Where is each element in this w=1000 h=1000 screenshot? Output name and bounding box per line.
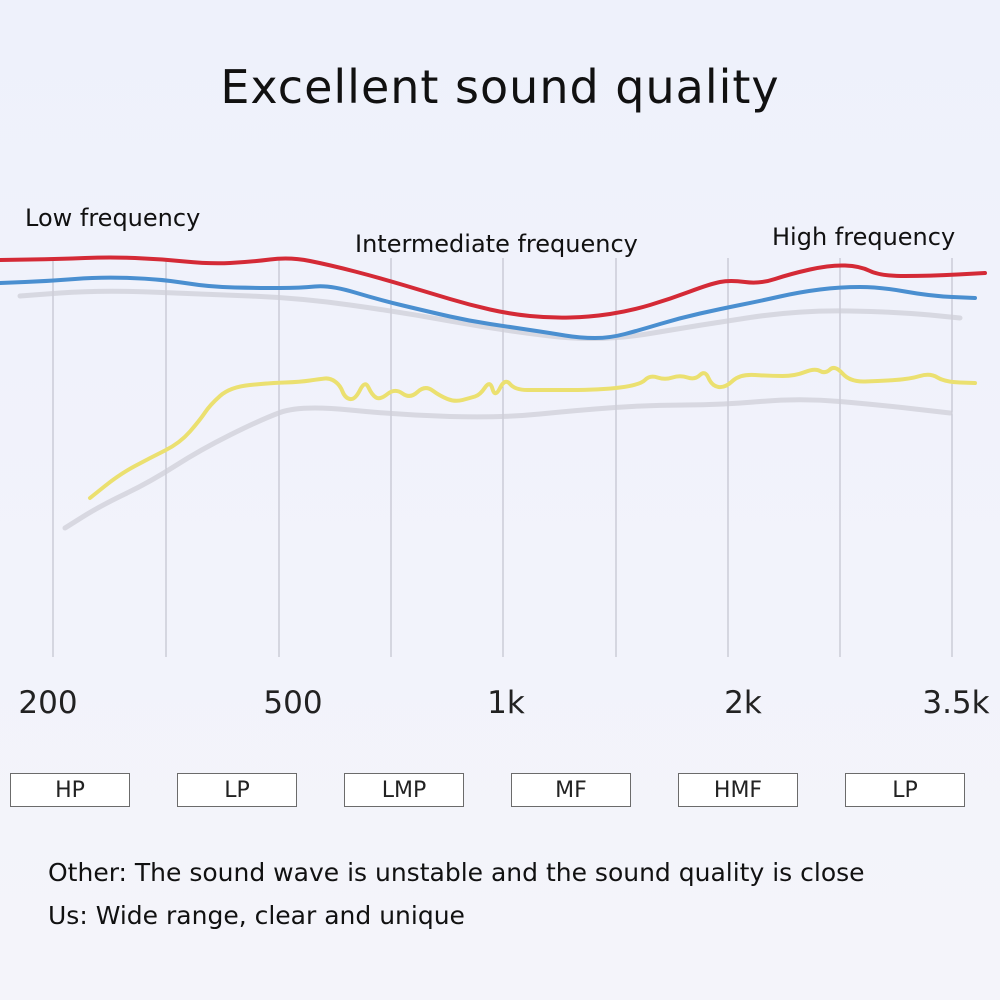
band-lmp: LMP	[344, 773, 464, 807]
chart-title: Excellent sound quality	[220, 60, 780, 114]
band-row: HP LP LMP MF HMF LP	[10, 773, 966, 809]
series-line-gray-4	[62, 397, 953, 531]
region-label-intermediate: Intermediate frequency	[355, 230, 638, 258]
grid-lines	[52, 258, 953, 657]
series-line-red-0	[0, 255, 987, 320]
series-line-gray-3	[17, 288, 963, 341]
region-label-low: Low frequency	[25, 204, 200, 232]
x-tick-2k: 2k	[724, 685, 762, 721]
band-lp-2: LP	[845, 773, 965, 807]
region-label-high: High frequency	[772, 223, 955, 251]
x-tick-500: 500	[263, 685, 322, 721]
frequency-chart: Low frequency Intermediate frequency Hig…	[0, 204, 990, 721]
band-lp: LP	[177, 773, 297, 807]
x-tick-3-5k: 3.5k	[922, 685, 989, 721]
x-tick-200: 200	[18, 685, 77, 721]
series-line-blue-1	[0, 275, 977, 340]
note-us: Us: Wide range, clear and unique	[48, 901, 465, 930]
band-hmf: HMF	[678, 773, 798, 807]
series-line-yellow-2	[88, 365, 977, 500]
band-mf: MF	[511, 773, 631, 807]
series-layer	[0, 255, 987, 531]
note-other: Other: The sound wave is unstable and th…	[48, 858, 865, 887]
x-tick-1k: 1k	[487, 685, 525, 721]
band-hp: HP	[10, 773, 130, 807]
